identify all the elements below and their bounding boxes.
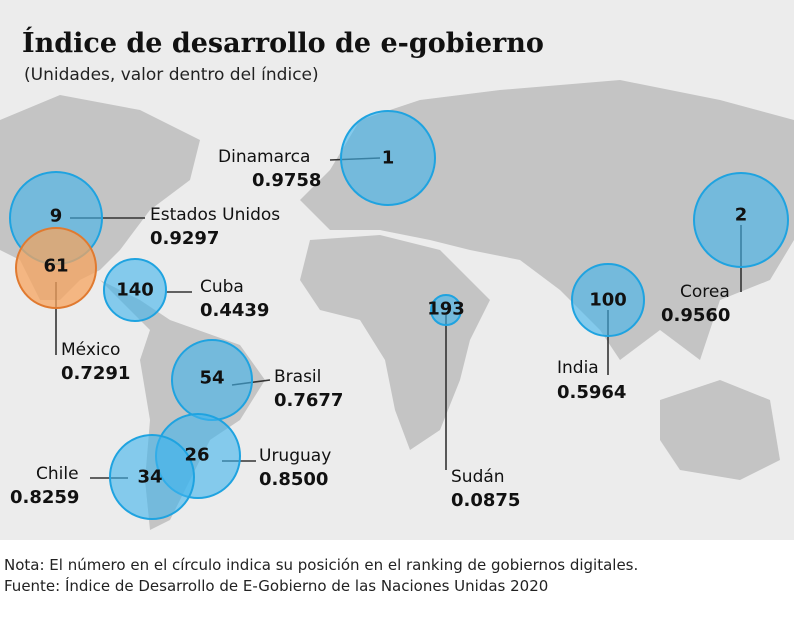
- rank-corea: 2: [735, 205, 748, 226]
- rank-mexico: 61: [43, 256, 68, 277]
- value-india: 0.5964: [557, 382, 626, 403]
- value-corea: 0.9560: [661, 305, 730, 326]
- bubble-cuba: [103, 258, 167, 322]
- bubble-sudan: [430, 294, 462, 326]
- value-brasil: 0.7677: [274, 390, 343, 411]
- value-chile: 0.8259: [10, 487, 79, 508]
- rank-cuba: 140: [116, 280, 154, 301]
- value-mexico: 0.7291: [61, 363, 130, 384]
- value-sudan: 0.0875: [451, 490, 520, 511]
- bubble-india: [571, 263, 645, 337]
- value-uruguay: 0.8500: [259, 469, 328, 490]
- rank-sudan: 193: [427, 299, 465, 320]
- label-brasil: Brasil: [274, 367, 321, 387]
- label-uruguay: Uruguay: [259, 446, 331, 466]
- bubble-mexico: [15, 227, 97, 309]
- label-sudan: Sudán: [451, 467, 505, 487]
- label-cuba: Cuba: [200, 277, 244, 297]
- rank-chile: 34: [137, 467, 162, 488]
- bubble-chile: [109, 434, 195, 520]
- value-estados-unidos: 0.9297: [150, 228, 219, 249]
- rank-estados-unidos: 9: [50, 206, 63, 227]
- label-estados-unidos: Estados Unidos: [150, 205, 280, 225]
- rank-uruguay: 26: [184, 445, 209, 466]
- rank-dinamarca: 1: [382, 148, 395, 169]
- bubble-corea: [693, 172, 789, 268]
- bubble-dinamarca: [340, 110, 436, 206]
- source: Fuente: Índice de Desarrollo de E-Gobier…: [4, 576, 548, 595]
- value-cuba: 0.4439: [200, 300, 269, 321]
- rank-brasil: 54: [199, 368, 224, 389]
- page-subtitle: (Unidades, valor dentro del índice): [24, 65, 319, 85]
- label-dinamarca: Dinamarca: [218, 147, 310, 167]
- label-corea: Corea: [680, 282, 730, 302]
- label-chile: Chile: [36, 464, 79, 484]
- rank-india: 100: [589, 290, 627, 311]
- label-india: India: [557, 358, 599, 378]
- label-mexico: México: [61, 340, 120, 360]
- value-dinamarca: 0.9758: [252, 170, 321, 191]
- footnote: Nota: El número en el círculo indica su …: [4, 556, 638, 574]
- page-title: Índice de desarrollo de e-gobierno: [22, 26, 544, 59]
